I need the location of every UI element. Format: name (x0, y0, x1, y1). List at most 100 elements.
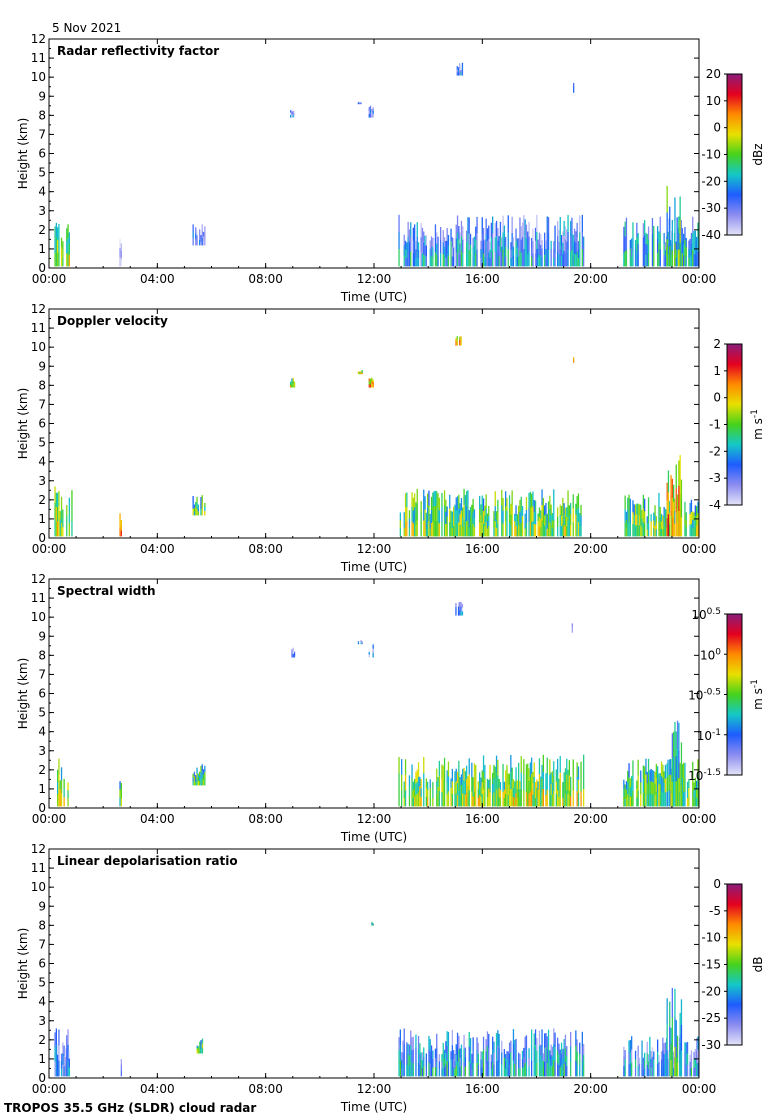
data-cell (443, 1058, 446, 1068)
data-cell (63, 1065, 65, 1077)
data-cell (429, 779, 431, 789)
data-cell (566, 507, 568, 518)
data-cell (415, 249, 417, 259)
data-cell (455, 252, 457, 267)
data-cell (412, 253, 414, 267)
data-cell (467, 217, 469, 234)
data-cell (421, 240, 424, 254)
data-cell (371, 111, 373, 115)
data-cell (632, 790, 634, 807)
data-cell (437, 256, 439, 267)
data-cell (645, 758, 647, 775)
data-cell (681, 778, 683, 793)
data-cell (417, 1062, 420, 1077)
data-cell (502, 792, 504, 807)
y-tick-label: 2 (38, 223, 46, 237)
y-tick-label: 6 (38, 957, 46, 971)
data-cell (660, 761, 663, 777)
data-cell (644, 1068, 646, 1077)
data-cell (562, 798, 564, 807)
data-cell (515, 1038, 517, 1052)
data-cell (558, 229, 560, 243)
data-cell (484, 792, 486, 807)
data-cell (521, 222, 524, 238)
data-cell (632, 236, 634, 252)
data-cell (546, 1049, 548, 1064)
data-cell (473, 246, 476, 257)
data-cell (664, 1053, 667, 1066)
data-cell (531, 238, 533, 248)
data-cell (369, 109, 372, 114)
data-cell (642, 1070, 644, 1077)
data-cell (553, 504, 555, 521)
data-cell (371, 924, 373, 926)
data-cell (120, 520, 122, 526)
x-tick-label: 12:00 (357, 542, 392, 556)
data-cell (458, 1049, 460, 1063)
data-cell (414, 788, 416, 798)
data-cell (636, 514, 638, 526)
data-cell (443, 1049, 446, 1059)
data-cell (683, 791, 685, 807)
data-cell (637, 255, 639, 267)
data-cell (554, 252, 556, 267)
data-cell (456, 783, 459, 795)
data-cell (459, 1048, 461, 1058)
data-cell (519, 524, 521, 537)
data-cell (429, 788, 431, 798)
data-cell (567, 490, 569, 506)
data-cell (406, 1042, 408, 1054)
data-cell (684, 501, 686, 514)
data-cell (437, 786, 439, 797)
data-cell (506, 523, 508, 537)
data-cell (679, 509, 681, 537)
data-cell (486, 797, 489, 807)
data-cell (575, 242, 577, 255)
data-cell (562, 497, 564, 511)
data-cell (640, 525, 642, 537)
data-cell (495, 519, 498, 529)
data-cell (533, 1033, 535, 1048)
data-cell (479, 772, 481, 784)
data-cell (557, 774, 559, 791)
data-cell (495, 220, 498, 237)
data-cell (436, 1047, 438, 1063)
data-cell (547, 249, 550, 267)
data-cell (482, 523, 485, 537)
data-cell (577, 779, 580, 794)
data-cell (192, 508, 194, 516)
data-cell (477, 1053, 479, 1066)
data-cell (446, 516, 448, 527)
data-cell (557, 1037, 559, 1051)
data-cell (486, 513, 489, 522)
data-cell (402, 1064, 404, 1077)
data-cell (527, 243, 529, 255)
data-cell (655, 763, 657, 779)
data-cell (436, 491, 438, 507)
data-cell (447, 1061, 450, 1077)
data-cell (668, 501, 670, 514)
data-cell (684, 1042, 686, 1054)
data-cell (658, 242, 660, 255)
data-cell (442, 779, 444, 793)
data-cell (655, 777, 657, 793)
data-cell (516, 528, 518, 537)
data-cell (680, 763, 683, 786)
data-cell (54, 226, 56, 240)
data-cell (674, 197, 676, 221)
data-cell (495, 527, 498, 537)
data-cell (411, 1050, 413, 1064)
data-cell (430, 1045, 433, 1056)
data-cell (628, 1064, 630, 1077)
data-cell (119, 528, 121, 537)
data-cell (544, 243, 546, 256)
data-cell (553, 761, 555, 777)
data-cell (196, 502, 198, 510)
data-cell (407, 1043, 409, 1055)
data-cell (693, 254, 695, 267)
data-cell (477, 1065, 479, 1077)
data-cell (518, 238, 520, 248)
data-cell (520, 756, 522, 774)
data-cell (415, 783, 417, 795)
data-cell (644, 766, 646, 780)
